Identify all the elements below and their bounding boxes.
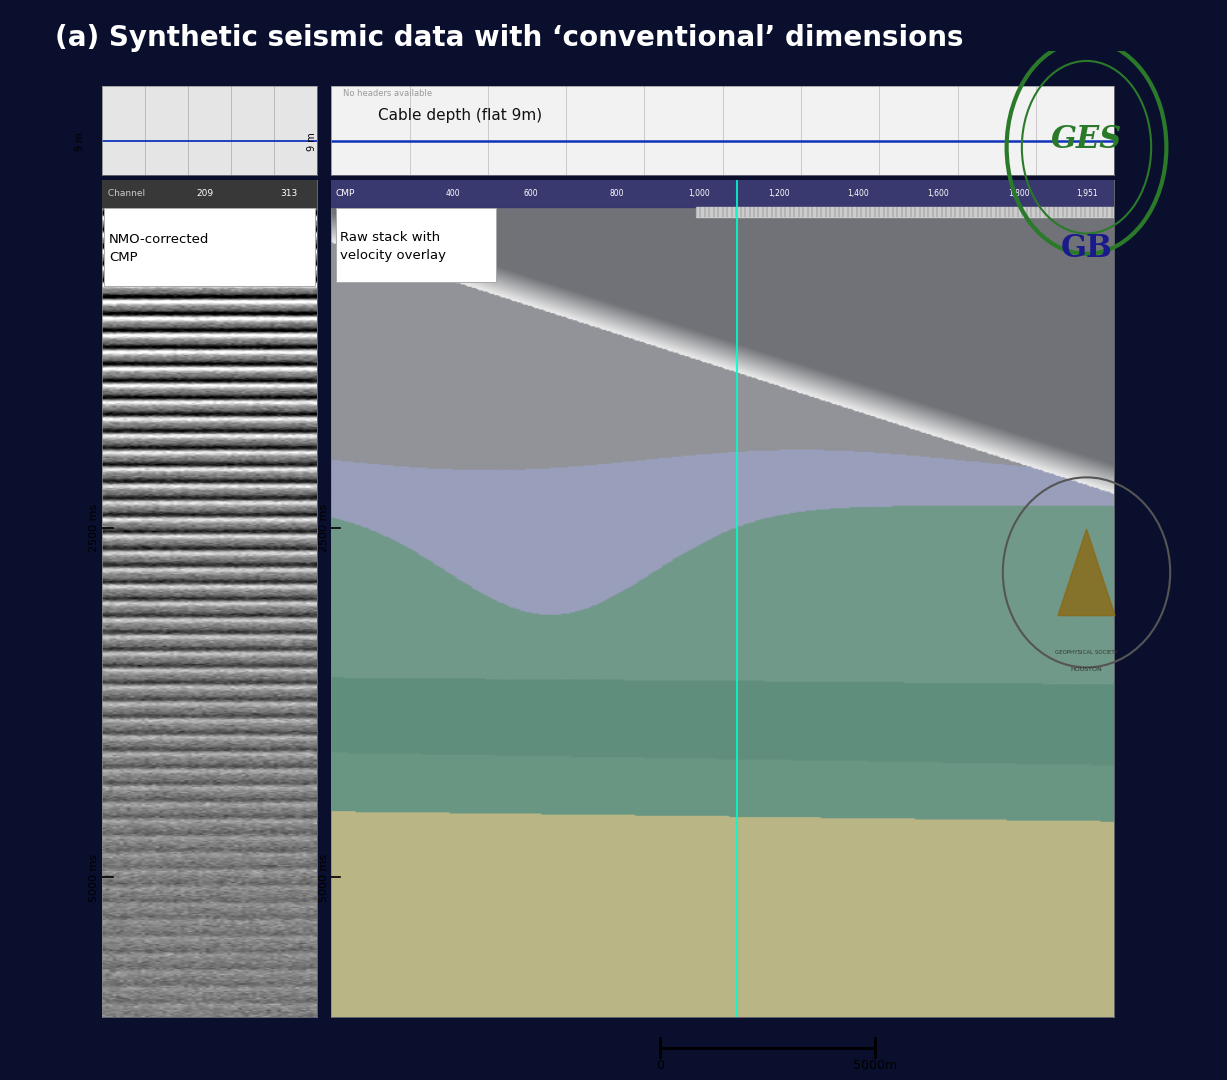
Text: 1,951: 1,951 xyxy=(1076,189,1097,198)
Bar xyxy=(102,180,317,206)
Text: Raw stack with
velocity overlay: Raw stack with velocity overlay xyxy=(340,231,447,261)
Text: 1,200: 1,200 xyxy=(768,189,790,198)
Text: 600: 600 xyxy=(524,189,539,198)
Text: 9 m: 9 m xyxy=(75,132,85,151)
Bar xyxy=(331,180,1114,206)
Text: 9 m: 9 m xyxy=(307,132,318,151)
Text: 5000 ms: 5000 ms xyxy=(90,853,99,902)
Text: 400: 400 xyxy=(445,189,460,198)
Text: 313: 313 xyxy=(280,189,297,198)
Text: No headers available: No headers available xyxy=(344,89,432,98)
Text: Cable depth (flat 9m): Cable depth (flat 9m) xyxy=(378,108,542,123)
Text: GES: GES xyxy=(1050,124,1123,156)
Text: 2500 ms: 2500 ms xyxy=(319,504,329,553)
Text: GB: GB xyxy=(1060,233,1113,265)
Text: GEOPHYSICAL SOCIETY: GEOPHYSICAL SOCIETY xyxy=(1055,650,1118,654)
Bar xyxy=(103,207,315,285)
Bar xyxy=(696,206,1114,217)
Text: 2500 ms: 2500 ms xyxy=(90,504,99,553)
Text: Channel: Channel xyxy=(106,189,146,198)
Text: 1,400: 1,400 xyxy=(848,189,869,198)
Text: CMP: CMP xyxy=(336,189,355,198)
Polygon shape xyxy=(1058,529,1115,616)
Text: 1,000: 1,000 xyxy=(688,189,710,198)
Text: NMO-corrected
CMP: NMO-corrected CMP xyxy=(109,233,210,264)
Text: 209: 209 xyxy=(196,189,213,198)
Text: 5000 ms: 5000 ms xyxy=(319,853,329,902)
Text: 0: 0 xyxy=(656,1059,664,1072)
Text: HOUSTON: HOUSTON xyxy=(1071,667,1102,672)
Bar xyxy=(336,207,496,282)
Text: (a) Synthetic seismic data with ‘conventional’ dimensions: (a) Synthetic seismic data with ‘convent… xyxy=(55,24,963,52)
Text: 800: 800 xyxy=(610,189,625,198)
Text: 5000m: 5000m xyxy=(853,1059,897,1072)
Text: 1,800: 1,800 xyxy=(1007,189,1029,198)
Text: 1,600: 1,600 xyxy=(928,189,948,198)
